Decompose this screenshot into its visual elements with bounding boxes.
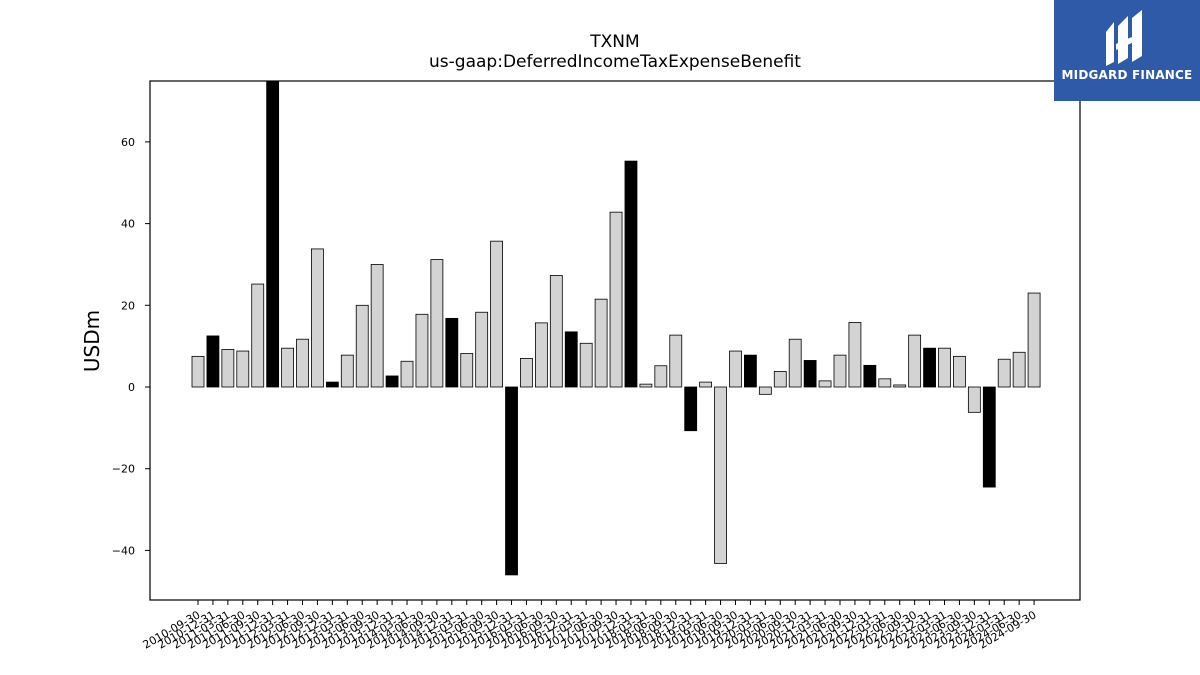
y-tick-label: 60 — [121, 136, 135, 149]
bar-2016-09-30 — [549, 275, 563, 388]
bar-2019-12-31 — [744, 354, 757, 388]
bar-2022-12-31 — [923, 347, 936, 388]
bar-2020-12-31 — [803, 360, 817, 388]
logo-text: MIDGARD FINANCE — [1061, 68, 1193, 82]
bar-2012-03-31 — [281, 347, 294, 388]
bar-2010-09-30 — [191, 355, 205, 388]
bars — [191, 80, 1041, 576]
bar-2022-03-31 — [878, 378, 892, 388]
midgard-logo-icon — [1106, 10, 1142, 66]
bar-2018-06-30 — [654, 365, 668, 388]
bar-2020-06-30 — [773, 371, 787, 388]
bar-2019-03-31 — [699, 381, 713, 388]
bar-2023-06-30 — [953, 355, 966, 388]
bar-2024-09-30 — [1027, 292, 1041, 388]
bar-2013-12-31 — [385, 375, 399, 388]
bar-2013-06-30 — [355, 304, 369, 388]
bar-2012-09-30 — [311, 248, 324, 388]
bar-2014-09-30 — [430, 259, 444, 388]
bar-2014-12-31 — [445, 317, 459, 388]
bar-2017-12-31 — [624, 160, 638, 388]
y-tick-label: −20 — [112, 463, 135, 476]
bar-2015-06-30 — [475, 311, 489, 388]
bar-2020-03-31 — [758, 386, 772, 395]
bar-2023-09-30 — [967, 386, 981, 413]
bar-2017-03-31 — [579, 342, 593, 388]
bar-2021-09-30 — [848, 322, 862, 388]
bar-2018-03-31 — [639, 383, 653, 388]
y-tick-label: 20 — [121, 299, 135, 312]
y-tick-label: 40 — [121, 218, 135, 231]
bar-2011-06-30 — [236, 350, 250, 388]
bar-2014-03-31 — [400, 360, 414, 388]
bar-2024-03-31 — [997, 358, 1011, 388]
bar-2016-12-31 — [564, 331, 578, 388]
bar-2024-06-30 — [1012, 351, 1026, 388]
bar-2021-03-31 — [818, 380, 832, 388]
bar-2020-09-30 — [788, 338, 802, 388]
y-tick-label: 0 — [128, 381, 135, 394]
y-axis-label: USDm — [80, 310, 104, 372]
chart-title: TXNM — [590, 32, 640, 52]
bar-2021-12-31 — [863, 364, 877, 388]
chart-subtitle: us-gaap:DeferredIncomeTaxExpenseBenefit — [429, 52, 801, 72]
x-axis: 2010-09-302010-12-312011-03-312011-06-30… — [141, 600, 1039, 652]
y-tick-label: −40 — [112, 544, 135, 557]
bar-2019-06-30 — [714, 386, 727, 564]
plot-frame — [149, 80, 1081, 601]
bar-2018-12-31 — [684, 386, 698, 432]
bar-2016-06-30 — [534, 322, 548, 388]
bar-2013-03-31 — [340, 354, 354, 388]
bar-2011-03-31 — [221, 349, 235, 388]
bar-2021-06-30 — [833, 354, 847, 388]
bar-2019-09-30 — [729, 350, 742, 388]
bar-2011-09-30 — [251, 283, 265, 388]
bar-2023-12-31 — [982, 386, 996, 488]
bar-2016-03-31 — [520, 357, 533, 388]
bar-2011-12-31 — [266, 80, 280, 388]
bar-2010-12-31 — [206, 335, 220, 388]
bar-2023-03-31 — [938, 347, 951, 388]
y-axis: −40 −20 0 20 40 60 — [112, 136, 150, 557]
bar-2015-12-31 — [505, 386, 518, 576]
bar-2015-03-31 — [460, 353, 474, 388]
bar-2014-06-30 — [415, 313, 429, 388]
bar-2022-06-30 — [893, 384, 907, 388]
bar-2018-09-30 — [669, 334, 683, 388]
bar-2022-09-30 — [908, 334, 922, 388]
brand-logo: MIDGARD FINANCE — [1054, 0, 1200, 101]
bar-2017-09-30 — [609, 211, 623, 388]
bar-2017-06-30 — [594, 298, 608, 388]
bar-2012-06-30 — [296, 338, 309, 388]
bar-2015-09-30 — [490, 240, 504, 388]
bar-2012-12-31 — [325, 381, 339, 388]
bar-2013-09-30 — [370, 264, 384, 388]
